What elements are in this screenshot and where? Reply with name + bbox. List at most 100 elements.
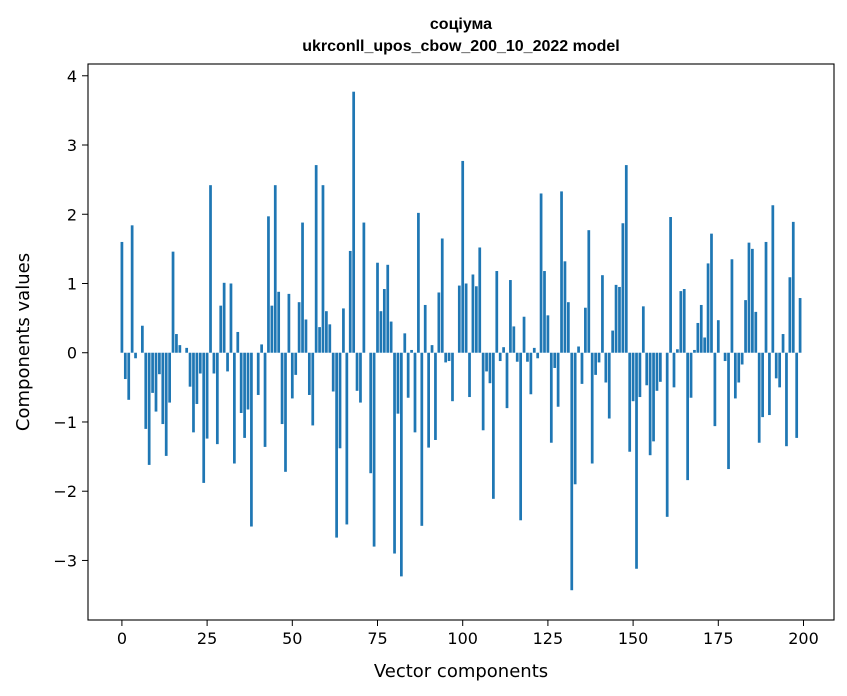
bar xyxy=(284,352,287,472)
bar xyxy=(788,277,792,353)
bar xyxy=(437,292,441,353)
bar xyxy=(526,352,529,362)
bar xyxy=(372,352,376,547)
bar xyxy=(342,308,345,353)
bar xyxy=(294,352,298,375)
bar xyxy=(594,352,597,375)
bar xyxy=(723,352,727,362)
bar xyxy=(645,352,649,386)
bar xyxy=(601,275,604,353)
bar xyxy=(495,271,499,353)
bar xyxy=(192,352,195,433)
bar xyxy=(768,352,771,416)
bar xyxy=(699,304,703,353)
bar xyxy=(716,320,720,353)
y-tick-label: 4 xyxy=(67,67,77,86)
x-tick-label: 0 xyxy=(117,629,127,648)
bar xyxy=(536,352,540,359)
bar xyxy=(393,352,396,554)
bar xyxy=(290,352,294,399)
bar xyxy=(335,352,338,538)
bar xyxy=(427,352,430,448)
bar xyxy=(556,352,560,407)
bar xyxy=(618,286,621,353)
bar xyxy=(573,352,577,485)
bar xyxy=(386,264,390,353)
bar xyxy=(406,352,410,398)
bar xyxy=(672,352,676,388)
bar xyxy=(635,352,638,569)
bar xyxy=(185,347,189,353)
bar xyxy=(795,352,799,438)
bar xyxy=(481,352,485,431)
bar xyxy=(543,271,546,353)
bar xyxy=(474,286,478,353)
bar xyxy=(311,352,315,426)
bar xyxy=(580,352,584,384)
bar xyxy=(659,352,662,382)
y-tick-label: 1 xyxy=(67,274,77,293)
bar xyxy=(215,352,219,445)
plot-frame xyxy=(87,63,835,621)
bar xyxy=(771,205,775,353)
bar xyxy=(570,352,574,591)
y-tick-label: −3 xyxy=(53,551,77,570)
bar xyxy=(280,352,284,425)
bar xyxy=(781,334,785,353)
bar xyxy=(260,344,263,353)
bar xyxy=(597,352,601,363)
bar xyxy=(730,259,734,353)
bar xyxy=(485,352,488,372)
bar xyxy=(611,330,615,353)
bar xyxy=(566,302,570,353)
bars-group xyxy=(120,91,802,591)
bar xyxy=(703,337,707,353)
bar xyxy=(747,242,751,353)
bar xyxy=(512,326,516,353)
bar xyxy=(710,233,713,353)
bar xyxy=(301,222,304,353)
y-tick-label: −2 xyxy=(53,482,77,501)
bar xyxy=(461,160,465,353)
bar xyxy=(529,352,533,395)
x-tick-label: 75 xyxy=(367,629,387,648)
bar xyxy=(236,331,240,353)
bar xyxy=(457,285,461,353)
bar xyxy=(307,352,311,395)
bar xyxy=(614,284,618,353)
bar xyxy=(198,352,202,374)
bar xyxy=(369,352,373,474)
bar xyxy=(318,327,321,353)
bar xyxy=(679,291,683,353)
bar xyxy=(250,352,253,527)
chart-title: соціума xyxy=(430,16,492,33)
bar xyxy=(665,352,669,517)
bar xyxy=(147,352,151,465)
y-tick-label: −1 xyxy=(53,413,77,432)
bar xyxy=(488,352,492,384)
bar xyxy=(178,345,182,353)
bar xyxy=(158,352,161,375)
bar xyxy=(314,165,318,353)
bar xyxy=(539,193,543,353)
bar xyxy=(127,352,131,400)
bar xyxy=(604,352,608,383)
bar xyxy=(655,352,659,391)
bar xyxy=(382,289,386,353)
bar xyxy=(321,185,325,353)
bar xyxy=(515,352,519,362)
bar xyxy=(638,352,642,398)
bar xyxy=(553,352,557,368)
bar xyxy=(362,222,366,353)
bar xyxy=(624,165,628,353)
bar xyxy=(505,352,509,409)
bar xyxy=(229,283,233,353)
bar xyxy=(621,223,625,353)
bar xyxy=(226,352,229,372)
bar xyxy=(154,352,158,412)
bar xyxy=(631,352,635,402)
bar xyxy=(120,241,124,353)
bar xyxy=(233,352,236,464)
x-tick-label: 200 xyxy=(788,629,819,648)
bar xyxy=(256,352,260,395)
